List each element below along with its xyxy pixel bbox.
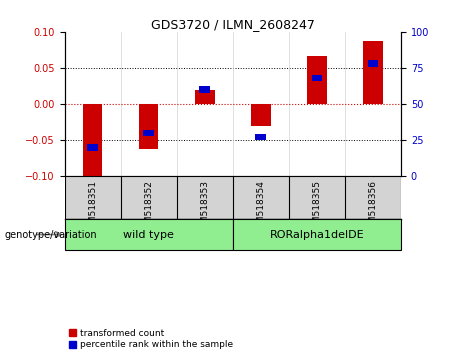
Bar (83, 104, 102, 178)
Text: GSM518351: GSM518351 (88, 179, 97, 235)
Bar (199, 86, 210, 93)
Bar (251, 104, 271, 126)
Text: GSM518352: GSM518352 (144, 179, 153, 234)
Bar (307, 56, 327, 104)
Text: GSM518354: GSM518354 (256, 179, 266, 234)
Bar (233, 219, 401, 250)
Bar (363, 40, 383, 104)
Bar (312, 75, 322, 81)
Text: GSM518353: GSM518353 (200, 179, 209, 235)
Text: GSM518355: GSM518355 (313, 179, 321, 235)
Bar (143, 130, 154, 136)
Bar (87, 144, 98, 150)
Bar (367, 61, 378, 67)
Text: GSM518356: GSM518356 (368, 179, 378, 235)
Text: RORalpha1delDE: RORalpha1delDE (270, 229, 364, 240)
Text: wild type: wild type (123, 229, 174, 240)
Bar (139, 104, 159, 149)
Title: GDS3720 / ILMN_2608247: GDS3720 / ILMN_2608247 (151, 18, 315, 31)
Bar (65, 219, 233, 250)
Bar (195, 90, 214, 104)
Bar (255, 134, 266, 141)
Legend: transformed count, percentile rank within the sample: transformed count, percentile rank withi… (69, 329, 233, 349)
Text: genotype/variation: genotype/variation (5, 229, 97, 240)
